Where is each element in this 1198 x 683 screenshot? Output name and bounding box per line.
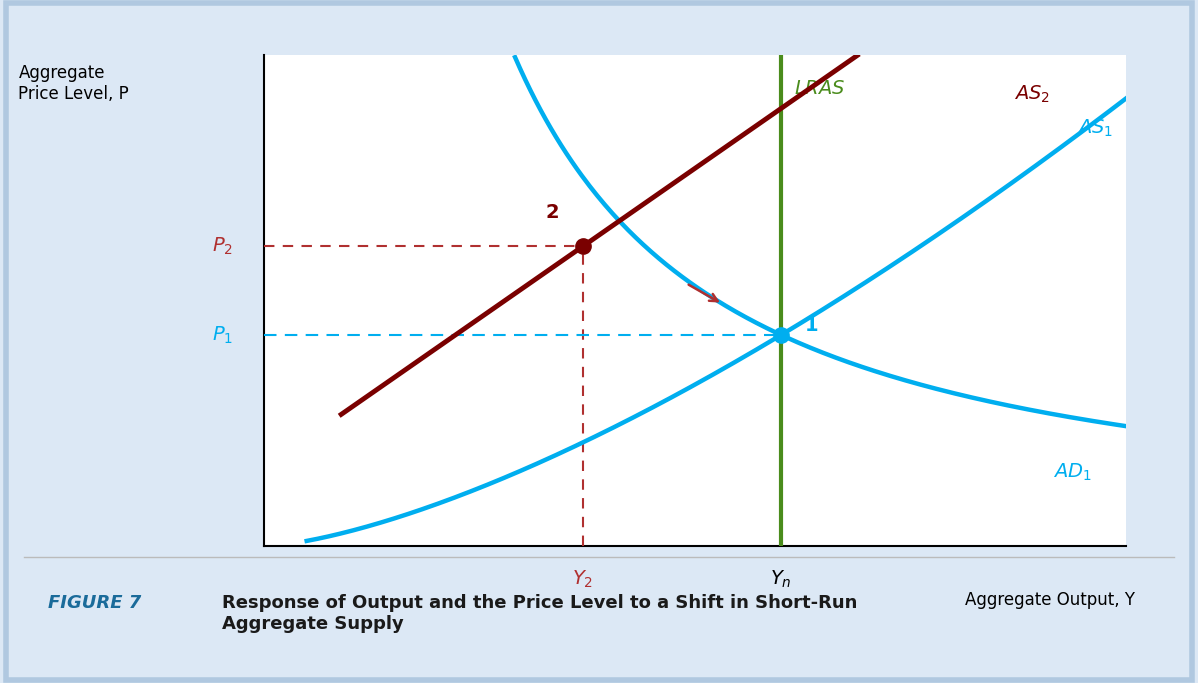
Text: Aggregate Output, Y: Aggregate Output, Y (964, 591, 1135, 609)
Text: 2: 2 (546, 203, 559, 222)
Text: $P_1$: $P_1$ (212, 324, 234, 346)
Text: Aggregate
Price Level, P: Aggregate Price Level, P (18, 64, 129, 103)
Text: $AS_2$: $AS_2$ (1014, 83, 1049, 104)
Text: FIGURE 7: FIGURE 7 (48, 594, 141, 612)
Text: $LRAS$: $LRAS$ (794, 79, 846, 98)
Text: Response of Output and the Price Level to a Shift in Short-Run
Aggregate Supply: Response of Output and the Price Level t… (222, 594, 857, 633)
Text: 1: 1 (805, 316, 819, 335)
Text: $AS_1$: $AS_1$ (1077, 117, 1113, 139)
Text: $AD_1$: $AD_1$ (1053, 462, 1091, 484)
Text: $P_2$: $P_2$ (212, 236, 234, 257)
Text: $Y_2$: $Y_2$ (573, 568, 593, 590)
Text: $Y_n$: $Y_n$ (770, 568, 792, 590)
